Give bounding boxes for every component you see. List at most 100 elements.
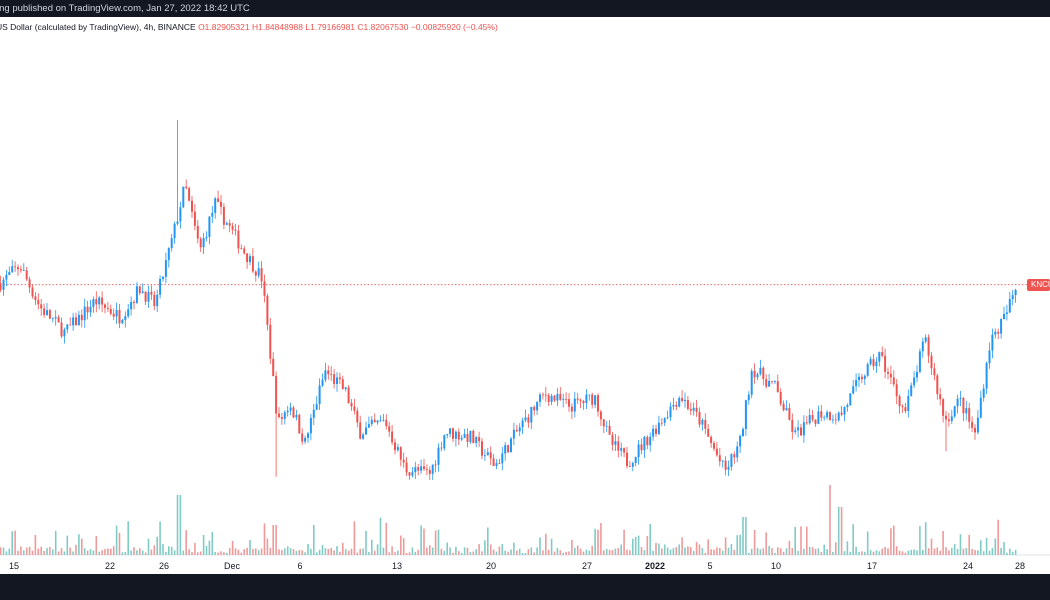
volume-bar bbox=[513, 542, 515, 555]
candle-body bbox=[179, 207, 182, 222]
volume-bar bbox=[904, 552, 907, 555]
volume-bar bbox=[373, 550, 376, 555]
volume-bar bbox=[797, 550, 799, 555]
candle-body bbox=[945, 415, 947, 420]
volume-bar bbox=[623, 529, 625, 555]
volume-bar bbox=[518, 548, 521, 555]
candle-body bbox=[971, 421, 974, 428]
volume-bar bbox=[649, 523, 651, 555]
candle-body bbox=[1005, 312, 1008, 314]
volume-bar bbox=[733, 549, 736, 555]
volume-bar bbox=[571, 539, 573, 555]
volume-bar bbox=[220, 551, 222, 555]
volume-bar bbox=[788, 540, 791, 555]
candle-body bbox=[127, 309, 130, 317]
candle-body bbox=[220, 201, 222, 207]
volume-bar bbox=[536, 547, 538, 555]
volume-bar bbox=[701, 548, 704, 555]
volume-bar bbox=[255, 548, 257, 555]
candle-body bbox=[721, 460, 724, 462]
candle-body bbox=[521, 420, 524, 428]
candle-body bbox=[225, 223, 228, 225]
candle-body bbox=[475, 437, 478, 444]
candle-body bbox=[466, 433, 469, 442]
volume-bar bbox=[939, 550, 941, 555]
candle-body bbox=[356, 410, 359, 423]
candle-body bbox=[817, 411, 820, 424]
volume-bar bbox=[63, 551, 66, 555]
high-value: H1.84848988 bbox=[251, 22, 304, 32]
candle-body bbox=[965, 408, 968, 414]
volume-bar bbox=[408, 552, 411, 555]
candle-body bbox=[837, 412, 840, 421]
volume-bar bbox=[40, 546, 42, 555]
candlestick-chart[interactable]: 15 22 26 Dec 6 13 20 27 2022 5 10 17 24 28 bbox=[0, 0, 1050, 574]
volume-bar bbox=[252, 548, 254, 555]
candle-body bbox=[768, 380, 771, 387]
volume-bar bbox=[1006, 552, 1008, 555]
volume-bar bbox=[344, 549, 347, 555]
candle-body bbox=[37, 300, 40, 305]
volume-bar bbox=[278, 549, 280, 555]
volume-bar bbox=[379, 517, 382, 555]
candle-body bbox=[40, 304, 43, 309]
volume-bar bbox=[420, 525, 422, 555]
candle-body bbox=[77, 314, 80, 326]
volume-bar bbox=[800, 526, 802, 555]
candle-body bbox=[95, 299, 98, 305]
candle-body bbox=[188, 188, 191, 201]
candle-body bbox=[846, 405, 849, 408]
volume-bar bbox=[617, 548, 620, 555]
volume-bar bbox=[603, 550, 605, 555]
volume-bar bbox=[785, 548, 788, 555]
volume-bar bbox=[527, 549, 530, 555]
candle-body bbox=[162, 276, 164, 279]
candle-body bbox=[486, 452, 489, 456]
volume-bar bbox=[417, 549, 419, 555]
volume-bar bbox=[777, 547, 779, 555]
time-tick-label: 13 bbox=[392, 561, 402, 571]
candle-body bbox=[135, 286, 138, 303]
candle-body bbox=[159, 278, 162, 295]
candle-body bbox=[672, 404, 675, 407]
candle-body bbox=[382, 419, 385, 421]
candle-body bbox=[637, 444, 640, 458]
volume-bar bbox=[965, 548, 968, 555]
volume-bar bbox=[585, 549, 588, 555]
candle-body bbox=[283, 412, 286, 419]
candle-body bbox=[8, 272, 11, 275]
volume-bar bbox=[194, 542, 196, 555]
candle-body bbox=[652, 428, 655, 437]
volume-bar bbox=[907, 550, 910, 555]
volume-bar bbox=[875, 550, 878, 555]
volume-bar bbox=[753, 529, 756, 555]
candle-body bbox=[402, 459, 405, 463]
volume-bar bbox=[272, 525, 274, 555]
candle-body bbox=[591, 394, 594, 405]
candle-body bbox=[631, 463, 634, 467]
volume-bar bbox=[724, 537, 727, 555]
candle-body bbox=[1014, 289, 1017, 296]
candle-body bbox=[797, 427, 800, 431]
candle-body bbox=[614, 441, 617, 445]
candle-body bbox=[727, 466, 730, 470]
candle-body bbox=[660, 422, 663, 424]
candle-body bbox=[167, 248, 170, 261]
volume-bar bbox=[397, 550, 399, 555]
time-tick-label: 17 bbox=[867, 561, 877, 571]
volume-bar bbox=[5, 551, 8, 555]
candle-body bbox=[222, 206, 225, 225]
candle-body bbox=[666, 417, 669, 419]
candle-body bbox=[840, 412, 843, 415]
volume-bar bbox=[434, 530, 437, 555]
candle-body bbox=[568, 399, 570, 407]
time-axis-labels: 15 22 26 Dec 6 13 20 27 2022 5 10 17 24 28 bbox=[9, 561, 1025, 571]
candle-body bbox=[507, 445, 510, 453]
candle-body bbox=[330, 374, 333, 375]
volume-bar bbox=[516, 550, 518, 555]
candle-body bbox=[843, 407, 846, 415]
volume-bar bbox=[257, 550, 260, 555]
volume-bar bbox=[139, 548, 141, 555]
volume-bar bbox=[304, 552, 306, 555]
volume-bar bbox=[695, 541, 698, 555]
